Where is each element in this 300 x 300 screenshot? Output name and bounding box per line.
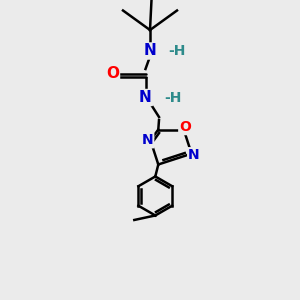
Text: O: O xyxy=(179,120,191,134)
Text: N: N xyxy=(142,133,153,147)
Text: N: N xyxy=(188,148,200,162)
Text: -H: -H xyxy=(164,91,182,104)
Text: N: N xyxy=(139,90,152,105)
Text: -H: -H xyxy=(169,44,186,58)
Text: O: O xyxy=(106,66,119,81)
Text: N: N xyxy=(144,44,156,59)
